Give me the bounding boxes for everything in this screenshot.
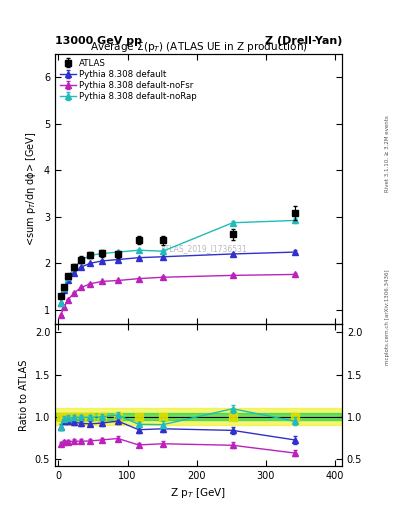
Text: mcplots.cern.ch [arXiv:1306.3436]: mcplots.cern.ch [arXiv:1306.3436]: [385, 270, 390, 365]
Text: Rivet 3.1.10, ≥ 3.2M events: Rivet 3.1.10, ≥ 3.2M events: [385, 115, 390, 192]
Text: ATLAS_2019_I1736531: ATLAS_2019_I1736531: [161, 244, 248, 253]
Text: 13000 GeV pp: 13000 GeV pp: [55, 36, 142, 46]
Bar: [55, 409, 342, 425]
Legend: ATLAS, Pythia 8.308 default, Pythia 8.308 default-noFsr, Pythia 8.308 default-no: ATLAS, Pythia 8.308 default, Pythia 8.30…: [59, 57, 198, 103]
Bar: [55, 414, 342, 420]
Y-axis label: <sum p$_{T}$/dη dϕ> [GeV]: <sum p$_{T}$/dη dϕ> [GeV]: [24, 132, 39, 246]
Text: Z (Drell-Yan): Z (Drell-Yan): [264, 36, 342, 46]
X-axis label: Z p$_{T}$ [GeV]: Z p$_{T}$ [GeV]: [171, 486, 226, 500]
Title: Average Σ(p$_T$) (ATLAS UE in Z production): Average Σ(p$_T$) (ATLAS UE in Z producti…: [90, 39, 307, 54]
Y-axis label: Ratio to ATLAS: Ratio to ATLAS: [19, 359, 29, 431]
